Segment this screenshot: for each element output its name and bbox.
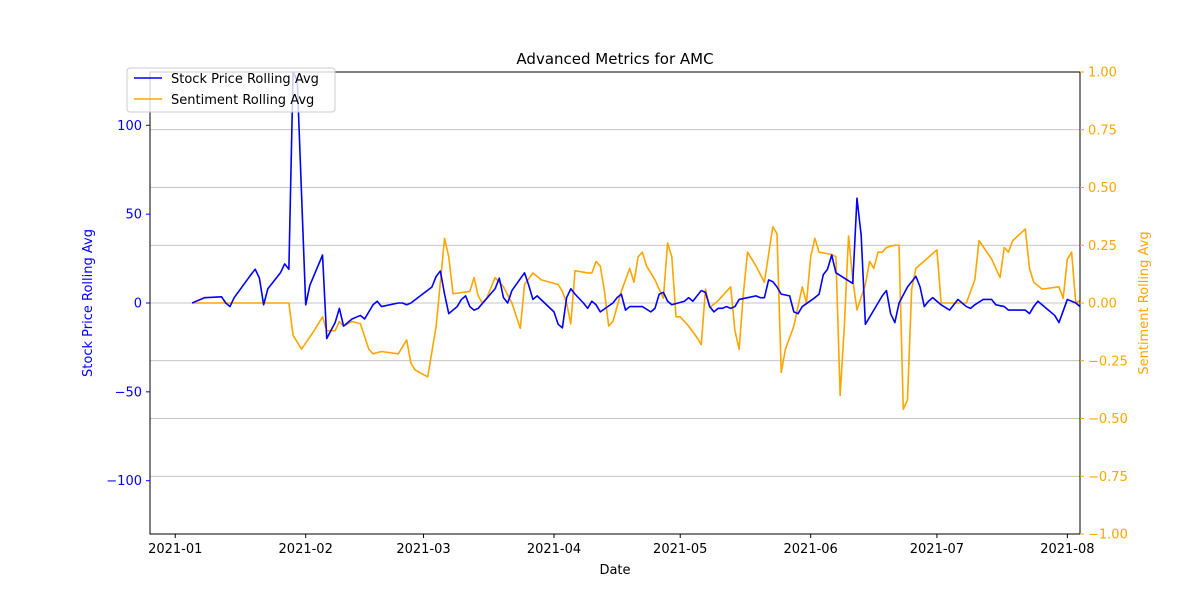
x-tick-label: 2021-08 (1040, 542, 1094, 557)
y-right-tick-label: −1.00 (1088, 528, 1128, 543)
y-right-tick-label: −0.25 (1088, 354, 1128, 369)
y-left-tick-label: 50 (125, 208, 142, 223)
legend-box (126, 67, 336, 113)
y-left-tick-label: 0 (134, 297, 142, 312)
series-line-sentiment (192, 225, 1080, 411)
series-layer (191, 72, 1080, 411)
legend-label-stock: Stock Price Rolling Avg (171, 72, 319, 87)
x-axis-label: Date (599, 563, 630, 578)
y-right-tick-label: 0.00 (1088, 297, 1117, 312)
y-right-tick-label: −0.50 (1088, 412, 1128, 427)
y-right-tick-label: −0.75 (1088, 470, 1128, 485)
y-left-tick-label: 100 (117, 119, 142, 134)
y-right-tick-label: 0.25 (1088, 239, 1117, 254)
x-tick-label: 2021-04 (527, 542, 581, 557)
x-tick-label: 2021-03 (396, 542, 450, 557)
legend-label-sentiment: Sentiment Rolling Avg (171, 93, 314, 108)
x-tick-label: 2021-05 (653, 542, 707, 557)
y-right-tick-label: 0.50 (1088, 181, 1117, 196)
y-right-tick-label: 1.00 (1088, 66, 1117, 81)
series-line-stock (191, 72, 1080, 340)
y-left-tick-label: −100 (106, 474, 142, 489)
x-tick-label: 2021-07 (910, 542, 964, 557)
y-axis-right-label: Sentiment Rolling Avg (1137, 231, 1152, 374)
y-right-tick-label: 0.75 (1088, 123, 1117, 138)
axes: 2021-01 2021-02 2021-03 2021-04 2021-05 2021-… (106, 66, 1128, 558)
x-tick-label: 2021-02 (279, 542, 333, 557)
legend: Stock Price Rolling Avg Sentiment Rollin… (126, 67, 336, 113)
y-left-tick-label: −50 (115, 385, 142, 400)
y-axis-left-label: Stock Price Rolling Avg (81, 229, 96, 377)
chart-title: Advanced Metrics for AMC (516, 50, 713, 68)
x-tick-label: 2021-01 (148, 542, 202, 557)
x-tick-label: 2021-06 (784, 542, 838, 557)
